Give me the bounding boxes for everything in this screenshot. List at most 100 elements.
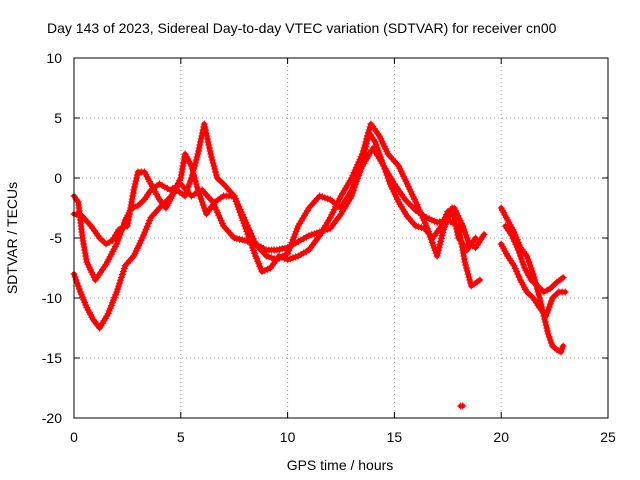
data-point-marker — [463, 234, 471, 242]
data-point-marker — [192, 180, 200, 188]
data-point-marker — [547, 339, 555, 347]
data-point-marker — [434, 249, 442, 257]
data-point-marker — [79, 237, 87, 245]
data-point-marker — [178, 168, 186, 176]
data-layer — [70, 120, 569, 410]
data-point-marker — [511, 264, 519, 272]
data-point-marker — [80, 240, 88, 248]
data-point-marker — [129, 192, 137, 200]
data-point-marker — [509, 234, 517, 242]
data-point-marker — [258, 268, 266, 276]
data-point-marker — [181, 153, 189, 161]
data-point-marker — [131, 183, 139, 191]
data-point-marker — [124, 219, 132, 227]
data-point-marker — [212, 171, 220, 179]
grid-layer — [74, 58, 608, 418]
data-point-marker — [193, 153, 201, 161]
data-point-marker — [412, 222, 420, 230]
data-point-marker — [546, 336, 554, 344]
data-point-marker — [435, 246, 443, 254]
data-point-marker — [200, 120, 208, 128]
data-point-marker — [512, 240, 520, 248]
data-point-marker — [449, 207, 457, 215]
data-point-marker — [212, 168, 220, 176]
data-point-marker — [205, 144, 213, 152]
data-point-marker — [79, 234, 87, 242]
data-point-marker — [451, 216, 459, 224]
data-point-marker — [207, 150, 215, 158]
data-point-marker — [363, 135, 371, 143]
data-point-marker — [558, 345, 566, 353]
data-point-marker — [105, 238, 113, 246]
data-point-marker — [360, 144, 368, 152]
data-point-marker — [178, 165, 186, 173]
y-tick-label: 5 — [54, 110, 62, 126]
data-point-marker — [192, 156, 200, 164]
data-point-marker — [451, 219, 459, 227]
data-point-marker — [211, 165, 219, 173]
data-point-marker — [472, 234, 480, 242]
data-point-marker — [114, 285, 122, 293]
data-point-marker — [520, 261, 528, 269]
x-tick-label: 15 — [387, 429, 403, 445]
data-point-marker — [437, 237, 445, 245]
data-point-marker — [435, 243, 443, 251]
data-point-marker — [547, 297, 555, 305]
data-point-marker — [450, 213, 458, 221]
y-tick-label: -15 — [42, 350, 62, 366]
data-point-marker — [198, 198, 206, 206]
data-point-marker — [437, 234, 445, 242]
data-point-marker — [363, 132, 371, 140]
data-point-marker — [118, 270, 126, 278]
data-point-marker — [200, 204, 208, 212]
data-point-marker — [372, 141, 380, 149]
data-point-marker — [81, 246, 89, 254]
data-point-marker — [209, 159, 217, 167]
data-point-marker — [365, 126, 373, 134]
data-point-marker — [143, 222, 151, 230]
data-point-marker — [371, 138, 379, 146]
data-point-marker — [362, 138, 370, 146]
data-point-marker — [73, 279, 81, 287]
data-point-marker — [126, 207, 134, 215]
chart-title: Day 143 of 2023, Sidereal Day-to-day VTE… — [47, 20, 557, 36]
data-point-marker — [361, 141, 369, 149]
data-point-marker — [130, 186, 138, 194]
data-point-marker — [529, 270, 537, 278]
data-point-marker — [462, 261, 470, 269]
data-point-marker — [517, 255, 525, 263]
data-point-marker — [121, 223, 129, 231]
data-point-marker — [183, 186, 191, 194]
data-point-marker — [545, 333, 553, 341]
data-point-marker — [189, 168, 197, 176]
data-point-marker — [358, 150, 366, 158]
data-point-marker — [131, 180, 139, 188]
data-point-marker — [193, 183, 201, 191]
data-point-marker — [128, 198, 136, 206]
series-trace — [502, 223, 566, 295]
data-point-marker — [127, 204, 135, 212]
data-point-marker — [208, 156, 216, 164]
data-point-marker — [71, 273, 79, 281]
data-point-marker — [519, 258, 527, 266]
data-point-marker — [417, 224, 425, 232]
y-tick-label: 10 — [46, 50, 62, 66]
data-point-marker — [438, 231, 446, 239]
data-point-marker — [261, 266, 269, 274]
data-point-marker — [184, 183, 192, 191]
data-point-marker — [453, 228, 461, 236]
data-point-marker — [196, 141, 204, 149]
y-tick-label: -10 — [42, 290, 62, 306]
data-point-marker — [186, 177, 194, 185]
data-point-marker — [102, 240, 110, 248]
data-point-marker — [278, 253, 286, 261]
data-point-marker — [523, 252, 531, 260]
data-point-marker — [463, 267, 471, 275]
data-point-marker — [524, 255, 532, 263]
data-point-marker — [508, 232, 516, 240]
data-point-marker — [514, 270, 522, 278]
data-point-marker — [188, 171, 196, 179]
data-point-marker — [462, 264, 470, 272]
x-tick-label: 20 — [493, 429, 509, 445]
data-point-marker — [126, 210, 134, 218]
